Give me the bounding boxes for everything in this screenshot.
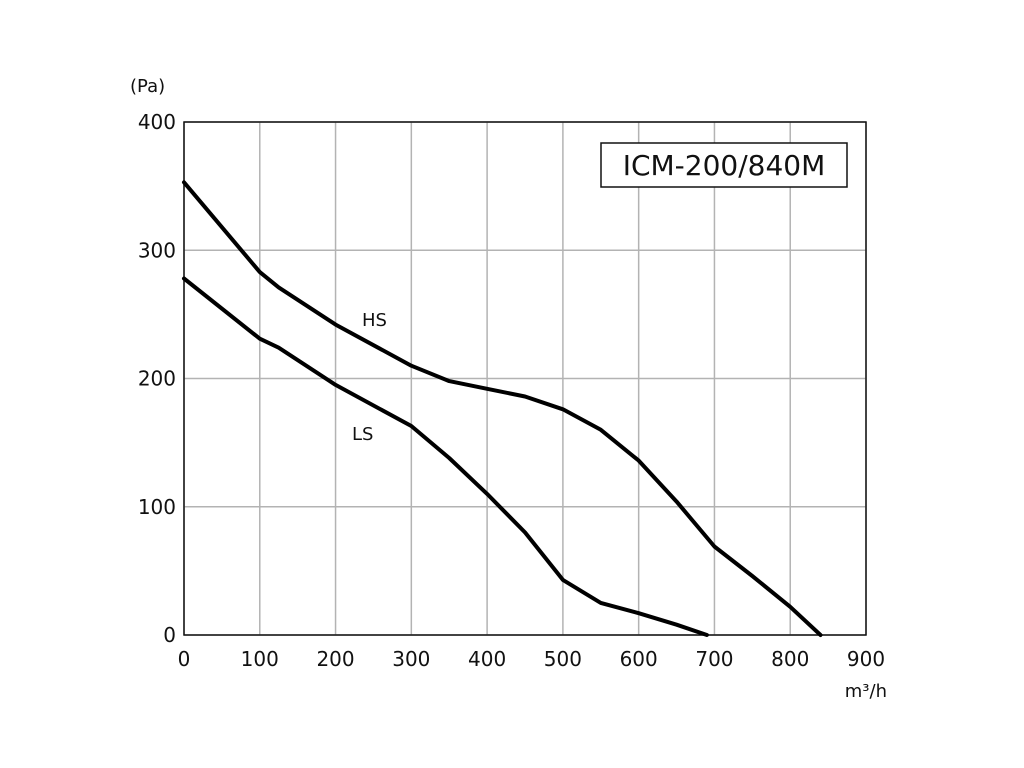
x-tick-label: 400 <box>468 647 506 671</box>
tick-labels: 0 100 200 300 400 500 600 700 800 900 0 100 200 300 40… <box>138 110 885 671</box>
y-tick-label: 0 <box>163 623 176 647</box>
x-tick-label: 100 <box>241 647 279 671</box>
y-tick-label: 400 <box>138 110 176 134</box>
x-tick-label: 0 <box>178 647 191 671</box>
y-axis-unit-label: (Pa) <box>130 76 165 97</box>
x-tick-label: 200 <box>316 647 354 671</box>
x-tick-label: 600 <box>620 647 658 671</box>
y-tick-label: 300 <box>138 238 176 262</box>
x-tick-label: 800 <box>771 647 809 671</box>
x-tick-label: 700 <box>695 647 733 671</box>
series-line-hs <box>182 180 823 637</box>
x-tick-label: 900 <box>847 647 885 671</box>
curves <box>182 180 823 637</box>
series-label-ls: LS <box>352 424 373 445</box>
x-tick-label: 300 <box>392 647 430 671</box>
title-frame <box>600 142 848 188</box>
series-line-ls <box>182 276 709 637</box>
title-box: ICM-200/840M <box>600 142 848 188</box>
chart-title: ICM-200/840M <box>623 149 826 182</box>
series-labels: HS LS <box>352 310 387 445</box>
series-label-hs: HS <box>362 310 387 331</box>
grid <box>183 121 867 636</box>
x-axis-unit-label: m³/h <box>845 681 887 702</box>
plot-frame <box>183 121 867 636</box>
y-tick-label: 200 <box>138 367 176 391</box>
y-tick-label: 100 <box>138 495 176 519</box>
x-tick-label: 500 <box>544 647 582 671</box>
